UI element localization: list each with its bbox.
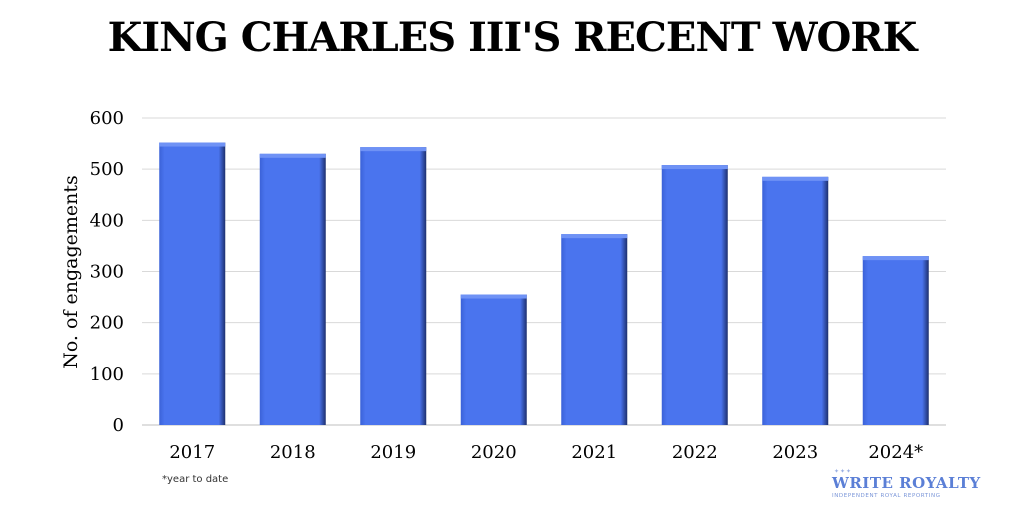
x-tick-label: 2020 [471, 442, 517, 463]
y-tick-label: 600 [90, 108, 124, 129]
bar-2021 [561, 234, 628, 425]
x-tick-label: 2022 [672, 442, 718, 463]
bar-2018 [259, 153, 326, 426]
bar-top-highlight [661, 165, 728, 170]
x-tick-label: 2019 [370, 442, 416, 463]
bar-top-highlight [762, 176, 829, 181]
y-axis-label: No. of engagements [60, 175, 82, 369]
y-tick-labels: 0 100 200 300 400 500 600 [90, 108, 124, 436]
bar-top-highlight [561, 234, 628, 239]
bar-top-highlight [460, 294, 527, 299]
x-tick-label: 2018 [270, 442, 316, 463]
bars [159, 142, 929, 426]
bar-2023 [762, 176, 829, 425]
y-tick-label: 0 [113, 415, 124, 436]
brand-logo: ✦✦✦ WRITE ROYALTY INDEPENDENT ROYAL REPO… [832, 468, 992, 499]
bar-top-highlight [360, 147, 427, 152]
chart-title: KING CHARLES III'S RECENT WORK [107, 14, 918, 61]
stars-icon: ✦✦✦ [834, 468, 853, 475]
bar-2019 [360, 147, 427, 426]
y-tick-label: 200 [90, 313, 124, 334]
x-tick-label: 2021 [571, 442, 617, 463]
x-tick-labels: 2017 2018 2019 2020 2021 2022 2023 2024* [169, 442, 923, 463]
bar-2020 [460, 294, 527, 425]
x-tick-label: 2023 [772, 442, 818, 463]
y-tick-label: 500 [90, 159, 124, 180]
y-tick-label: 100 [90, 364, 124, 385]
x-tick-label: 2017 [169, 442, 215, 463]
x-tick-label: 2024* [868, 442, 923, 463]
footnote: *year to date [162, 474, 229, 485]
bar-top-highlight [862, 256, 929, 261]
bar-2024 [862, 256, 929, 425]
brand-tagline: INDEPENDENT ROYAL REPORTING [832, 493, 941, 499]
y-tick-label: 300 [90, 262, 124, 283]
bar-2022 [661, 165, 728, 425]
bar-2017 [159, 142, 226, 425]
bar-top-highlight [259, 153, 326, 158]
brand-name: WRITE ROYALTY [832, 474, 981, 492]
y-tick-label: 400 [90, 210, 124, 231]
bar-top-highlight [159, 142, 226, 147]
